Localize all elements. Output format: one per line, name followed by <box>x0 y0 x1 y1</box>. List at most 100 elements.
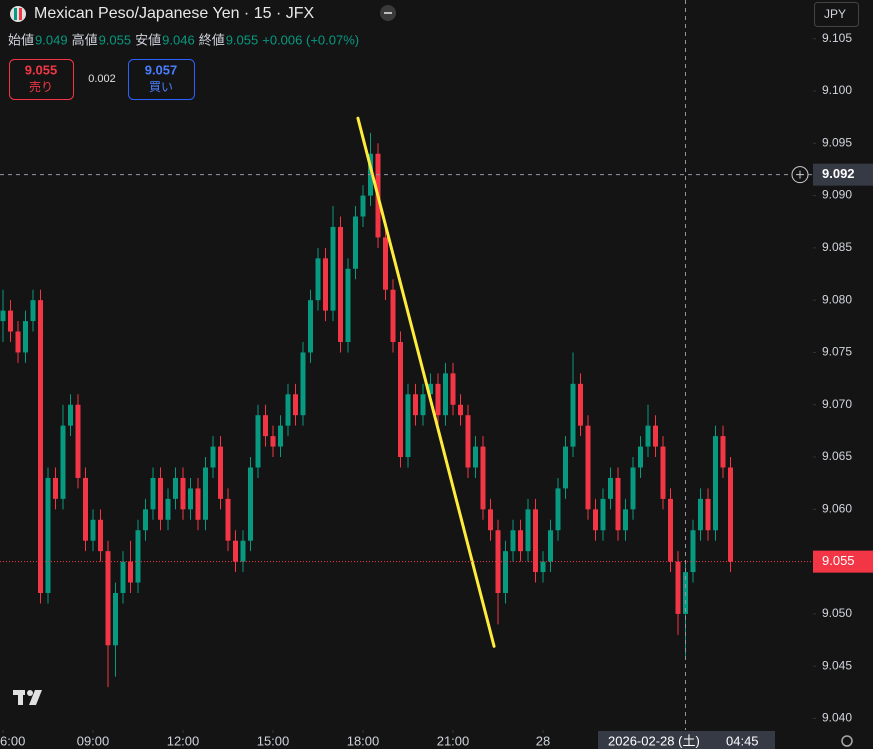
candle-body <box>300 352 306 416</box>
candle-body <box>210 446 216 468</box>
candle-body <box>390 289 396 342</box>
candle-body <box>188 488 193 510</box>
candle-body <box>345 268 351 342</box>
ohlc-value: 9.055 <box>99 32 132 47</box>
candle-body <box>608 477 613 499</box>
logo-part <box>27 690 33 696</box>
symbol-title: Mexican Peso/Japanese Yen · 15 · JFX <box>34 5 314 22</box>
y-tick-label: 9.045 <box>822 658 852 672</box>
collapse-icon <box>384 12 392 14</box>
candle-body <box>585 425 591 510</box>
buy-button[interactable] <box>128 59 195 100</box>
candle-body <box>75 404 81 478</box>
crosshair-time-label: 04:45 <box>726 733 759 748</box>
ohlc-label: 安値 <box>135 32 161 47</box>
currency-button[interactable] <box>814 2 859 27</box>
x-tick-label: 15:00 <box>257 733 290 748</box>
candle-body <box>405 394 411 458</box>
candle-body <box>180 477 186 510</box>
candle-body <box>705 498 711 531</box>
candle-body <box>563 446 568 489</box>
logo-part <box>18 690 23 705</box>
y-tick-label: 9.080 <box>822 292 852 306</box>
ohlc-value: 9.055 <box>226 32 259 47</box>
symbol-icon <box>10 6 26 22</box>
candle-body <box>105 551 111 646</box>
price-axis-bg <box>813 0 873 749</box>
crosshair-x-box <box>598 731 775 749</box>
candle-body <box>653 425 658 447</box>
candle-body <box>728 467 733 562</box>
candle-body <box>218 446 223 499</box>
x-tick-label: 21:00 <box>437 733 470 748</box>
y-tick-label: 9.100 <box>822 83 852 97</box>
candle-body <box>660 446 666 499</box>
candle-body <box>293 394 298 416</box>
candle-body <box>450 373 456 405</box>
candle-body <box>278 425 283 447</box>
candle-body <box>353 216 358 269</box>
y-tick-label: 9.105 <box>822 31 852 45</box>
y-tick-label: 9.040 <box>822 711 852 725</box>
last-price-box <box>813 550 873 573</box>
axes: 9.040 9.045 9.050 9.055 9.060 9.065 9.070 9.075… <box>0 31 873 749</box>
candle-body <box>713 436 718 531</box>
candle-body <box>555 488 561 531</box>
ohlc-label: 終値 <box>199 32 225 47</box>
candle-body <box>578 383 583 426</box>
candle-body <box>23 321 28 353</box>
ohlc-label: 高値 <box>72 32 98 47</box>
candle-body <box>623 509 628 531</box>
candle-body <box>270 436 276 447</box>
candle-body <box>53 477 58 499</box>
candle-body <box>90 519 96 541</box>
x-tick-label: 12:00 <box>167 733 200 748</box>
currency: JPY <box>824 7 846 21</box>
y-tick-label: 9.095 <box>822 135 852 149</box>
y-tick-label: 9.075 <box>822 345 852 359</box>
candle-body <box>338 226 343 342</box>
candle-body <box>518 530 523 552</box>
candle-body <box>285 394 291 426</box>
candle-body <box>630 467 636 510</box>
candle-body <box>98 519 103 552</box>
candle-body <box>473 446 478 468</box>
x-tick-label: 18:00 <box>347 733 380 748</box>
x-tick-label: 28 <box>536 733 550 748</box>
candle-body <box>113 592 118 646</box>
candle-body <box>510 530 516 552</box>
spread: 0.002 <box>88 73 116 85</box>
candle-body <box>428 383 433 395</box>
buy-label: 買い <box>149 80 173 94</box>
crosshair-y-box <box>813 163 873 186</box>
candle-body <box>720 436 726 468</box>
x-tick-label: 09:00 <box>77 733 110 748</box>
settings-icon[interactable] <box>841 735 853 747</box>
sell-button[interactable] <box>9 59 74 100</box>
candle-body <box>638 446 643 468</box>
candle-body <box>570 383 576 447</box>
buy-price: 9.057 <box>145 62 178 77</box>
y-tick-label: 9.070 <box>822 397 852 411</box>
ohlc-value: 9.046 <box>162 32 195 47</box>
sell-price: 9.055 <box>25 62 58 77</box>
candle-body <box>540 561 546 573</box>
candle-body <box>120 561 126 593</box>
change: +0.006 (+0.07%) <box>262 32 359 47</box>
candle-body <box>203 467 208 520</box>
candle-body <box>38 300 43 593</box>
candle-body <box>458 404 463 416</box>
candle-body <box>420 394 426 416</box>
candle-body <box>308 300 313 353</box>
candle-body <box>413 394 418 416</box>
candle-body <box>480 446 486 510</box>
add-alert-icon <box>796 170 804 179</box>
trend-line <box>356 116 496 648</box>
candle-body <box>690 530 696 573</box>
candle-body <box>675 561 681 614</box>
candle-body <box>83 477 88 541</box>
candle-body <box>225 498 231 541</box>
candle-body <box>45 477 51 593</box>
candle-body <box>15 331 21 353</box>
